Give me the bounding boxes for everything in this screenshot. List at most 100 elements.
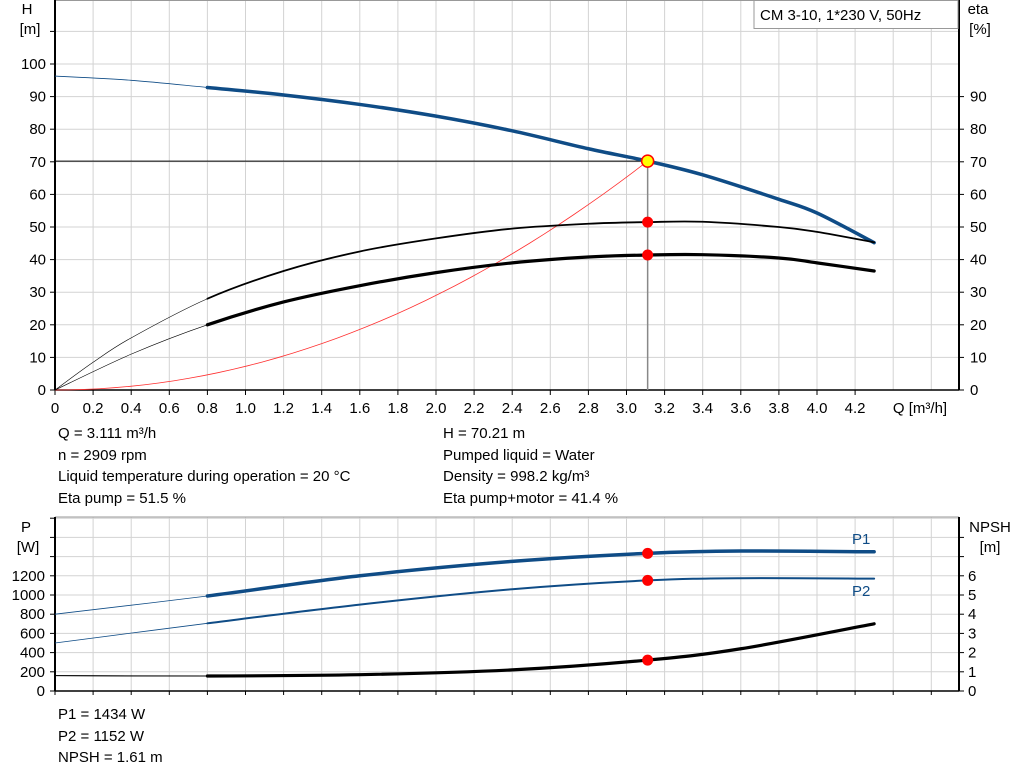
x-tick-label: 1.4 [311,400,332,417]
p1-legend-label: P1 [852,531,870,548]
info-flow: Q = 3.111 m³/h [58,425,157,442]
info-p2: P2 = 1152 W [58,727,145,745]
npsh-tick-label: 2 [968,645,976,662]
power-info: P1 = 1434 W P2 = 1152 W NPSH = 1.61 m [58,704,163,769]
x-tick-label: 0.4 [121,400,142,417]
p-tick-label: 0 [37,683,45,700]
q-axis-title: Q [m³/h] [893,400,947,417]
p2-curve [206,577,876,625]
info-speed: n = 2909 rpm [58,446,147,464]
eta-pump-duty-point [642,216,654,228]
p-tick-label: 600 [20,625,45,642]
bottom-grid: 0 200 400 600 800 1000 1200 0 1 2 3 4 5 6 [12,516,976,700]
h-tick-label: 30 [29,284,46,301]
model-title: CM 3-10, 1*230 V, 50Hz [760,7,921,24]
npsh-tick-label: 1 [968,664,976,681]
eta-tick-label: 30 [970,284,987,301]
h-tick-label: 60 [29,186,46,203]
eta-tick-label: 70 [970,154,987,171]
eta-tick-label: 10 [970,349,987,366]
h-axis-title: H [22,1,33,18]
p1-curve [205,549,876,598]
system-curve [54,160,648,391]
x-tick-label: 1.6 [349,400,370,417]
x-tick-label: 0.2 [83,400,104,417]
p1-duty-point [642,547,654,559]
x-tick-label: 4.0 [807,400,828,417]
h-tick-label: 80 [29,121,46,138]
x-tick-label: 2.4 [502,400,523,417]
head-duty-point [640,154,655,168]
x-tick-label: 2.8 [578,400,599,417]
eta-axis-title: eta [968,1,990,18]
npsh-curve [205,622,876,678]
x-tick-label: 3.6 [730,400,751,417]
eta-tick-label: 90 [970,89,987,106]
eta-total-curve-extended [54,254,875,391]
info-eta-total: Eta pump+motor = 41.4 % [443,489,619,507]
h-axis-unit: [m] [20,21,41,38]
eta-tick-label: 20 [970,317,987,334]
x-tick-label: 2.6 [540,400,561,417]
info-eta-pump: Eta pump = 51.5 % [58,489,186,507]
h-tick-label: 50 [29,219,46,236]
npsh-duty-point [642,654,654,666]
npsh-tick-label: 4 [968,606,976,623]
eta-total-duty-point [642,249,654,261]
p-tick-label: 200 [20,664,45,681]
h-tick-label: 0 [38,382,46,399]
x-tick-label: 3.0 [616,400,637,417]
p-axis-title: P [21,519,31,536]
duty-info-right: H = 70.21 m Pumped liquid = Water Densit… [443,423,618,509]
h-tick-label: 70 [29,154,46,171]
h-tick-label: 40 [29,252,46,269]
x-tick-label: 1.0 [235,400,256,417]
x-tick-label: 1.8 [387,400,408,417]
p-tick-label: 1000 [12,587,45,604]
info-head: H = 70.21 m [443,425,526,442]
x-tick-label: 4.2 [845,400,866,417]
x-tick-label: 0.6 [159,400,180,417]
eta-tick-label: 60 [970,186,987,203]
x-tick-label: 3.8 [768,400,789,417]
p-tick-label: 400 [20,645,45,662]
info-npsh: NPSH = 1.61 m [58,749,163,766]
h-tick-label: 100 [21,56,46,73]
npsh-axis-unit: [m] [980,539,1001,556]
top-grid: 0 0.2 0.4 0.6 0.8 1.0 1.2 1.4 1.6 1.8 2.0 2.2 2.4 2.6… [21,0,987,417]
x-tick-label: 3.4 [692,400,713,417]
p-tick-label: 1200 [12,568,45,585]
eta-tick-label: 40 [970,252,987,269]
x-tick-label: 2.0 [426,400,447,417]
eta-total-curve [205,252,876,327]
p-axis-unit: [W] [17,539,40,556]
npsh-axis-title: NPSH [969,519,1011,536]
x-tick-label: 1.2 [273,400,294,417]
npsh-tick-label: 3 [968,625,976,642]
eta-tick-label: 50 [970,219,987,236]
h-tick-label: 90 [29,89,46,106]
x-tick-label: 0 [51,400,59,417]
duty-info-left: Q = 3.111 m³/h n = 2909 rpm Liquid tempe… [58,423,350,509]
eta-tick-label: 0 [970,382,978,399]
eta-axis-unit: [%] [969,21,991,38]
x-tick-label: 2.2 [464,400,485,417]
head-curve-extended [54,75,875,244]
info-liquid: Pumped liquid = Water [443,446,595,464]
p2-duty-point [642,574,654,586]
eta-tick-label: 80 [970,121,987,138]
h-tick-label: 20 [29,317,46,334]
x-tick-label: 3.2 [654,400,675,417]
axis-labels: H [m] eta [%] Q [m³/h] P [W] NPSH [m] P1… [17,1,1011,600]
head-curve [205,85,876,245]
npsh-tick-label: 5 [968,587,976,604]
chart-marks [54,75,876,678]
x-tick-label: 0.8 [197,400,218,417]
info-temperature: Liquid temperature during operation = 20… [58,468,351,485]
eta-pump-curve-extended [54,221,875,391]
p2-legend-label: P2 [852,583,870,600]
model-title-box: CM 3-10, 1*230 V, 50Hz [753,0,959,29]
info-density: Density = 998.2 kg/m³ [443,468,590,485]
p-tick-label: 800 [20,606,45,623]
